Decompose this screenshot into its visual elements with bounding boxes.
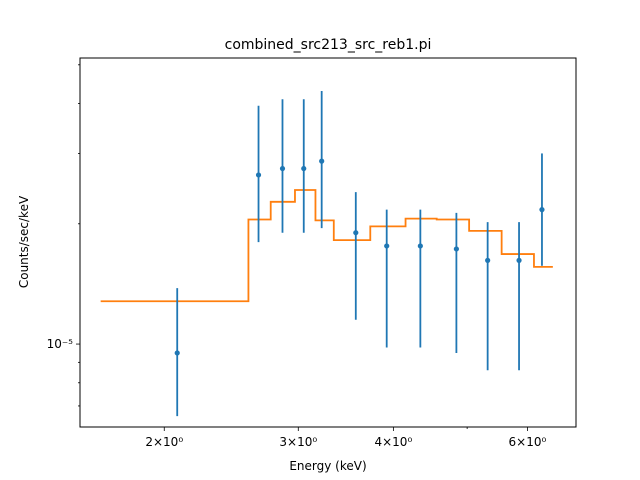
data-point <box>384 243 390 249</box>
data-point <box>279 165 286 172</box>
axes-frame <box>79 57 577 428</box>
data-point <box>539 207 545 213</box>
data-point <box>174 350 180 356</box>
plot-area <box>100 90 553 417</box>
chart-title: combined_src213_src_reb1.pi <box>225 37 432 53</box>
x-tick-label: 4×10⁰ <box>374 435 412 449</box>
y-tick-label: 10⁻⁵ <box>47 337 74 351</box>
x-axis-label: Energy (keV) <box>289 459 366 473</box>
data-point <box>453 246 459 252</box>
data-point <box>255 172 262 178</box>
model-step-line <box>100 189 553 303</box>
data-point <box>319 158 325 164</box>
data-point <box>417 243 423 249</box>
x-tick-label: 6×10⁰ <box>509 435 547 449</box>
y-axis-label: Counts/sec/keV <box>17 195 31 288</box>
data-point <box>485 257 491 263</box>
data-point <box>516 257 522 263</box>
x-axis: 2×10⁰ 3×10⁰ 4×10⁰ 6×10⁰ <box>145 427 546 449</box>
data-point <box>353 230 359 236</box>
data-point <box>301 165 307 172</box>
x-tick-label: 3×10⁰ <box>279 435 317 449</box>
x-tick-label: 2×10⁰ <box>145 435 183 449</box>
